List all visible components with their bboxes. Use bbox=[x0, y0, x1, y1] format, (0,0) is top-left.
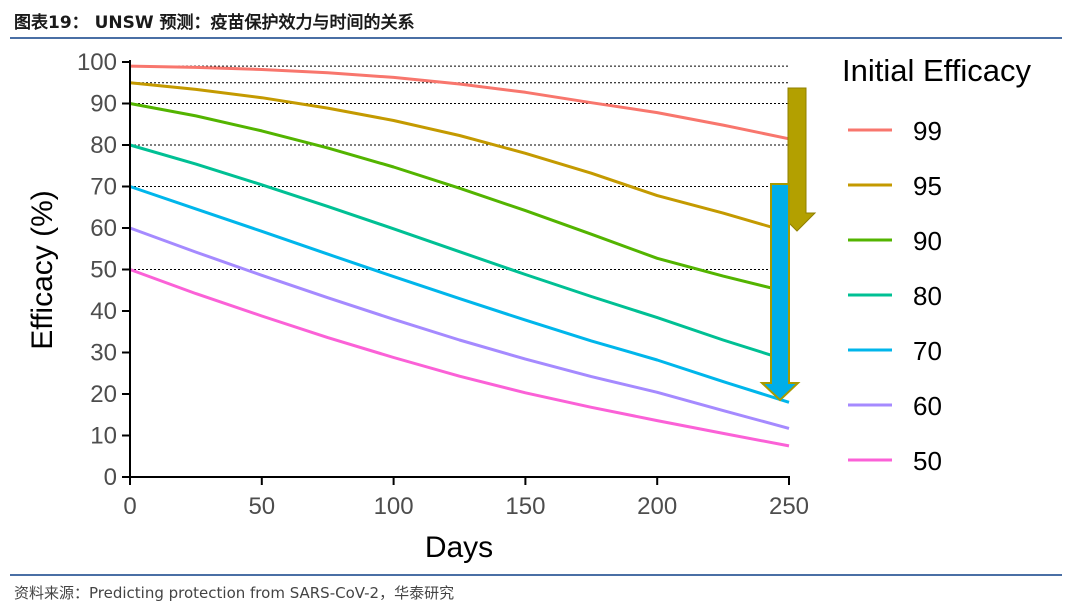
x-axis-title: Days bbox=[425, 531, 493, 564]
x-tick-label: 250 bbox=[769, 493, 809, 520]
series-line-99 bbox=[129, 64, 790, 141]
y-tick-label: 70 bbox=[90, 174, 117, 201]
x-tick-label: 100 bbox=[374, 493, 414, 520]
header-rule bbox=[10, 37, 1062, 39]
series-line-60 bbox=[129, 226, 790, 430]
legend-label-99: 99 bbox=[913, 116, 942, 146]
y-tick-label: 90 bbox=[90, 91, 117, 118]
series-line-95 bbox=[129, 81, 790, 234]
y-tick-label: 0 bbox=[104, 464, 117, 491]
legend-title: Initial Efficacy bbox=[842, 53, 1031, 88]
series-line-70 bbox=[129, 185, 790, 404]
legend-label-90: 90 bbox=[913, 226, 942, 256]
x-tick-label: 200 bbox=[637, 493, 677, 520]
y-tick-label: 20 bbox=[90, 381, 117, 408]
legend: Initial Efficacy 99 95 90 80 70 60 50 bbox=[842, 53, 1031, 476]
series-lines bbox=[129, 64, 790, 448]
figure-title: 图表19： UNSW 预测：疫苗保护效力与时间的关系 bbox=[14, 13, 415, 33]
y-tick-label: 80 bbox=[90, 132, 117, 159]
legend-label-80: 80 bbox=[913, 281, 942, 311]
legend-label-95: 95 bbox=[913, 171, 942, 201]
legend-label-50: 50 bbox=[913, 446, 942, 476]
axes: 0 10 20 30 40 50 60 70 80 90 100 0 50 100 150 200 250 bbox=[77, 49, 809, 520]
x-tick-label: 0 bbox=[123, 493, 136, 520]
x-tick-label: 150 bbox=[505, 493, 545, 520]
y-tick-label: 30 bbox=[90, 340, 117, 367]
y-tick-label: 60 bbox=[90, 215, 117, 242]
series-line-50 bbox=[129, 268, 790, 448]
source-note: 资料来源：Predicting protection from SARS-CoV… bbox=[14, 584, 455, 602]
legend-label-70: 70 bbox=[913, 336, 942, 366]
decline-arrows bbox=[759, 87, 817, 402]
x-tick-label: 50 bbox=[248, 493, 275, 520]
y-tick-label: 10 bbox=[90, 423, 117, 450]
series-line-80 bbox=[129, 143, 790, 363]
legend-label-60: 60 bbox=[913, 391, 942, 421]
footer-rule bbox=[10, 574, 1062, 576]
y-tick-label: 50 bbox=[90, 257, 117, 284]
series-line-90 bbox=[129, 102, 790, 294]
blue-arrow-icon bbox=[759, 183, 801, 402]
y-tick-label: 100 bbox=[77, 49, 117, 76]
y-tick-label: 40 bbox=[90, 298, 117, 325]
reference-lines bbox=[130, 65, 789, 270]
y-axis-title: Efficacy (%) bbox=[26, 190, 59, 349]
